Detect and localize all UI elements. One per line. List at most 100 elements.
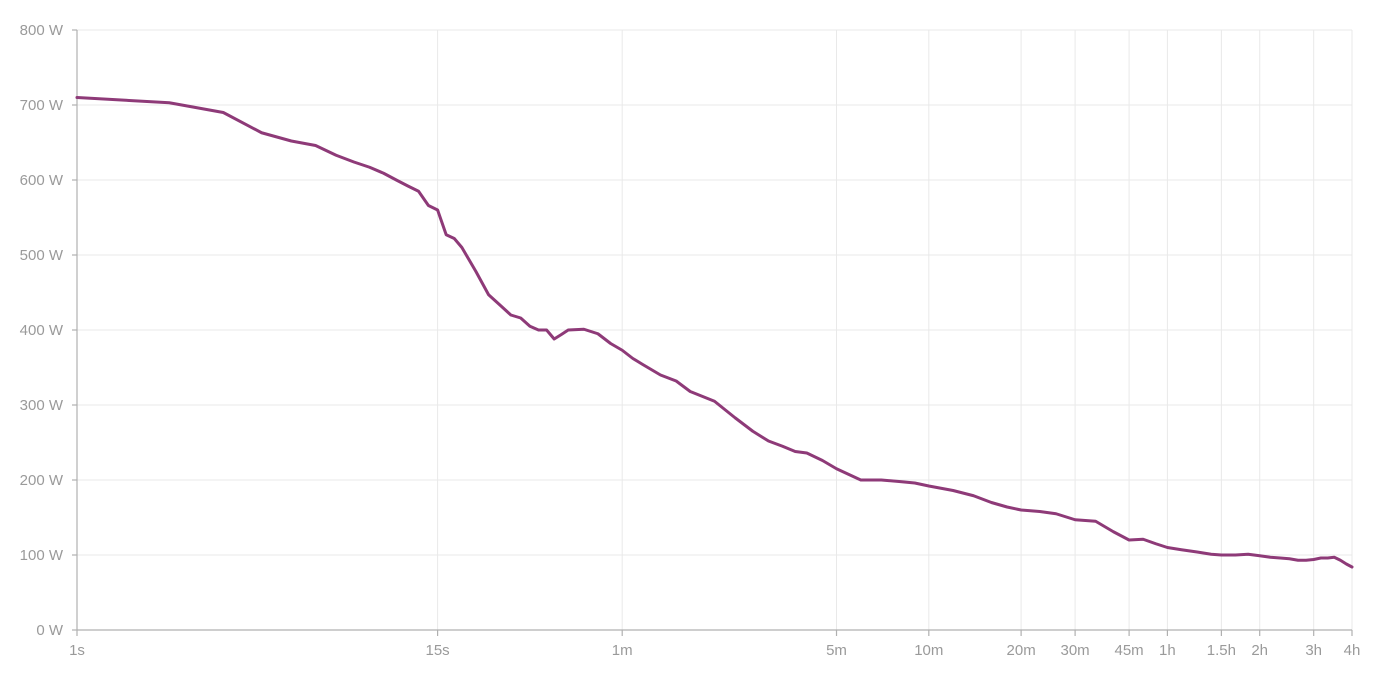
data-point [781,445,784,448]
data-point [734,416,737,419]
data-point [509,314,512,317]
data-point [553,338,556,341]
data-point [859,479,862,482]
data-point [582,328,585,331]
x-tick-label: 1s [69,642,85,659]
x-tick-label: 2h [1251,642,1268,659]
data-point [1154,542,1157,545]
data-point [528,325,531,328]
data-point [314,144,317,147]
data-point [1166,546,1169,549]
x-tick-label: 30m [1061,642,1090,659]
data-point [767,440,770,443]
data-point [1339,559,1342,562]
data-point [560,333,563,336]
data-point [1220,554,1223,557]
power-series-line [75,96,1354,569]
data-point [1297,559,1300,562]
data-point [659,374,662,377]
data-point [335,154,338,157]
data-point [631,357,634,360]
x-tick-label: 20m [1007,642,1036,659]
data-point [1319,557,1322,560]
data-point [1312,558,1315,561]
x-tick-label: 4h [1344,642,1361,659]
y-axis-ticks: 0 W 100 W 200 W 300 W 400 W 500 W 600 W 700 W 80… [20,22,77,639]
data-point [567,329,570,332]
data-point [499,304,502,307]
data-point [1258,554,1261,557]
data-point [1351,566,1354,569]
data-point [436,209,439,212]
x-tick-label: 1m [612,642,633,659]
data-point [460,246,463,249]
data-point [1128,539,1131,542]
data-point [689,390,692,393]
data-point [382,172,385,175]
x-tick-label: 45m [1115,642,1144,659]
x-tick-label: 1.5h [1207,642,1236,659]
y-tick-label: 700 W [20,97,64,114]
y-tick-label: 300 W [20,397,64,414]
data-point [1055,512,1058,515]
data-point [1305,559,1308,562]
data-point [1279,557,1282,560]
x-tick-label: 3h [1305,642,1322,659]
data-point [406,185,409,188]
data-point [1326,557,1329,560]
y-tick-label: 0 W [36,622,64,639]
data-point [260,131,263,134]
data-point [1112,530,1115,533]
x-axis-ticks: 1s 15s 1m 5m 10m 20m 30m 45m 1h 1.5h 2h 3h 4h [69,630,1360,659]
data-point [368,166,371,169]
y-tick-label: 800 W [20,22,64,39]
data-point [751,430,754,433]
data-point [474,270,477,273]
x-tick-label: 5m [826,642,847,659]
y-tick-label: 600 W [20,172,64,189]
data-point [880,479,883,482]
data-point [927,485,930,488]
x-tick-label: 1h [1159,642,1176,659]
data-point [1196,551,1199,554]
data-point [1288,557,1291,560]
data-point [519,317,522,320]
data-point [1074,518,1077,521]
data-point [1269,556,1272,559]
data-point [545,329,548,332]
data-point [1094,520,1097,523]
data-point [1234,554,1237,557]
data-point [427,204,430,207]
data-point [1247,553,1250,556]
y-tick-label: 200 W [20,472,64,489]
data-point [675,380,678,383]
data-point [952,489,955,492]
data-point [1006,506,1009,509]
data-point [1180,548,1183,551]
data-point [990,501,993,504]
data-point [1333,556,1336,559]
data-point [290,140,293,143]
data-point [821,459,824,462]
data-point [1345,563,1348,566]
data-point [453,237,456,240]
data-point [487,293,490,296]
x-tick-label: 10m [914,642,943,659]
data-point [713,400,716,403]
y-tick-label: 400 W [20,322,64,339]
data-point [835,467,838,470]
data-point [395,179,398,182]
data-point [1038,510,1041,513]
y-tick-label: 500 W [20,247,64,264]
data-point [972,494,975,497]
data-point [898,480,901,483]
data-point [641,363,644,366]
data-point [913,482,916,485]
data-point [168,101,171,104]
data-point [537,329,540,332]
horizontal-gridlines [77,29,1352,556]
data-point [1020,509,1023,512]
data-point [621,349,624,352]
data-point [805,452,808,455]
